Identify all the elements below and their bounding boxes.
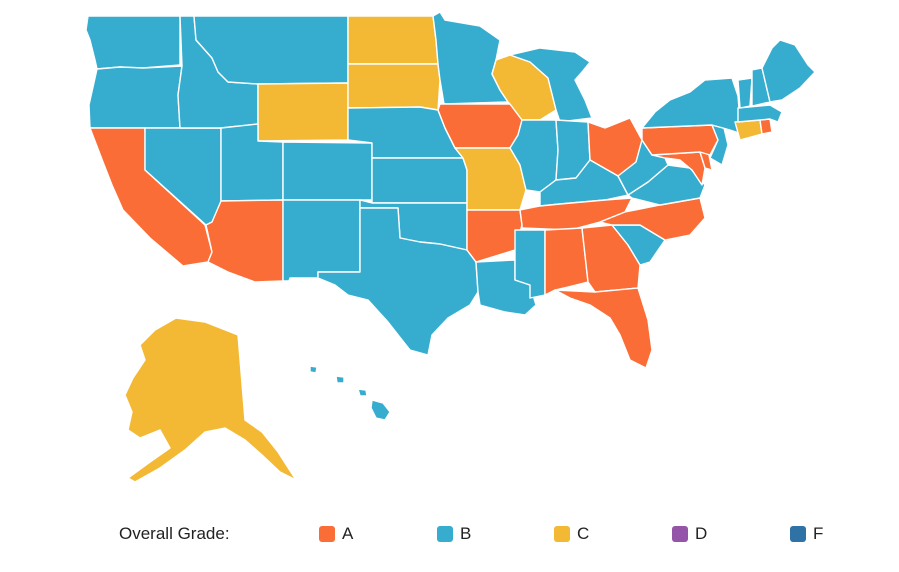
legend-label-a: A	[342, 524, 354, 543]
state-MI[interactable]	[509, 47, 593, 123]
state-OR[interactable]	[88, 65, 183, 129]
state-HI-kauai[interactable]	[309, 365, 318, 374]
legend-item-a: A	[319, 524, 353, 544]
legend-title: Overall Grade:	[119, 524, 230, 543]
state-WY[interactable]	[257, 82, 349, 142]
state-SD[interactable]	[347, 63, 441, 111]
us-map-svg	[85, 11, 816, 483]
state-VT[interactable]	[737, 77, 753, 109]
state-CT[interactable]	[734, 119, 763, 141]
legend-item-d: D	[672, 524, 707, 544]
legend-swatch-b	[437, 526, 453, 542]
legend-label-c: C	[577, 524, 590, 543]
state-AK[interactable]	[124, 317, 297, 483]
state-PA[interactable]	[641, 124, 719, 156]
state-AZ[interactable]	[205, 199, 284, 283]
state-FL[interactable]	[554, 287, 653, 369]
legend: Overall Grade: A B C D F	[0, 516, 899, 550]
state-ND[interactable]	[347, 15, 439, 65]
legend-swatch-f	[790, 526, 806, 542]
state-AL[interactable]	[544, 227, 589, 296]
state-NM[interactable]	[282, 199, 361, 282]
legend-swatch-d	[672, 526, 688, 542]
legend-label-f: F	[813, 524, 824, 543]
state-TX[interactable]	[317, 207, 479, 356]
us-map	[85, 11, 816, 483]
state-RI[interactable]	[759, 118, 773, 135]
state-NY[interactable]	[641, 77, 746, 136]
state-KS[interactable]	[371, 157, 468, 204]
state-MA[interactable]	[737, 104, 783, 123]
legend-item-b: B	[437, 524, 471, 544]
legend-swatch-a	[319, 526, 335, 542]
legend-label-b: B	[460, 524, 472, 543]
legend-item-f: F	[790, 524, 823, 544]
state-HI-maui[interactable]	[357, 388, 368, 397]
legend-item-c: C	[554, 524, 589, 544]
state-WA[interactable]	[85, 15, 181, 70]
state-AR[interactable]	[466, 209, 523, 263]
state-HI-oahu[interactable]	[335, 375, 345, 384]
state-CO[interactable]	[282, 141, 373, 201]
state-HI-big-island[interactable]	[370, 399, 391, 421]
state-ME[interactable]	[761, 39, 816, 103]
state-MN[interactable]	[432, 11, 509, 105]
legend-swatch-c	[554, 526, 570, 542]
legend-label-d: D	[695, 524, 708, 543]
